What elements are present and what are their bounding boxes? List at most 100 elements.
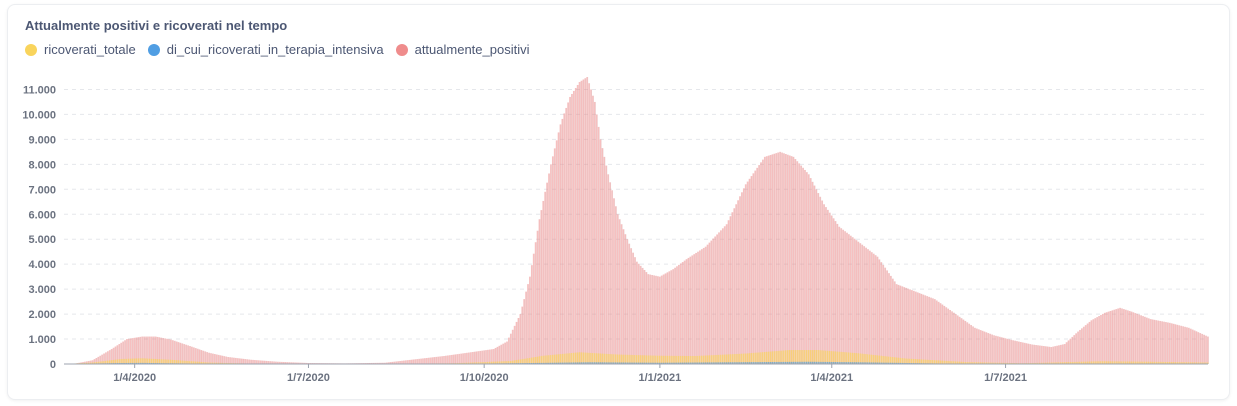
bar-ricoverati-totale xyxy=(962,361,965,364)
bar-ricoverati-totale xyxy=(614,354,617,364)
bar-di-cui-ricoverati-in-terapia-intensiva xyxy=(853,362,856,364)
bar-attualmente-positivi xyxy=(450,354,453,364)
bar-ricoverati-totale xyxy=(1096,361,1098,364)
bar-attualmente-positivi xyxy=(1165,322,1167,364)
legend-label-attualmente-positivi: attualmente_positivi xyxy=(414,42,530,57)
bar-di-cui-ricoverati-in-terapia-intensiva xyxy=(750,362,753,364)
bar-attualmente-positivi xyxy=(418,358,420,364)
bar-attualmente-positivi xyxy=(622,229,625,364)
legend-item-attualmente-positivi[interactable]: attualmente_positivi xyxy=(395,42,530,57)
bar-attualmente-positivi xyxy=(620,224,623,364)
bar-ricoverati-totale xyxy=(968,362,970,364)
bar-attualmente-positivi xyxy=(750,176,753,364)
bar-ricoverati-totale xyxy=(723,354,726,364)
bar-di-cui-ricoverati-in-terapia-intensiva xyxy=(884,362,886,364)
bar-ricoverati-totale xyxy=(1084,361,1087,364)
bar-ricoverati-totale xyxy=(485,361,487,364)
bar-attualmente-positivi xyxy=(112,347,115,364)
legend-item-terapia-intensiva[interactable]: di_cui_ricoverati_in_terapia_intensiva xyxy=(147,42,384,57)
bar-attualmente-positivi xyxy=(454,354,456,364)
bar-attualmente-positivi xyxy=(523,299,525,364)
bar-di-cui-ricoverati-in-terapia-intensiva xyxy=(592,362,594,364)
bar-attualmente-positivi xyxy=(550,164,552,364)
bar-di-cui-ricoverati-in-terapia-intensiva xyxy=(744,362,747,364)
bar-attualmente-positivi xyxy=(954,314,957,364)
bar-di-cui-ricoverati-in-terapia-intensiva xyxy=(147,362,149,364)
bar-di-cui-ricoverati-in-terapia-intensiva xyxy=(135,362,138,364)
bar-ricoverati-totale xyxy=(536,356,539,364)
bar-attualmente-positivi xyxy=(372,362,374,364)
bar-attualmente-positivi xyxy=(943,305,945,364)
bar-ricoverati-totale xyxy=(840,351,842,364)
bar-ricoverati-totale xyxy=(643,355,646,364)
bar-ricoverati-totale xyxy=(183,360,185,364)
bar-attualmente-positivi xyxy=(443,356,445,364)
bar-attualmente-positivi xyxy=(416,359,418,364)
bar-attualmente-positivi xyxy=(282,361,285,364)
bar-ricoverati-totale xyxy=(523,358,525,364)
bar-attualmente-positivi xyxy=(93,359,96,364)
bar-di-cui-ricoverati-in-terapia-intensiva xyxy=(563,362,565,364)
bar-attualmente-positivi xyxy=(1176,324,1178,364)
bar-attualmente-positivi xyxy=(779,151,781,364)
bar-ricoverati-totale xyxy=(796,350,798,364)
bar-attualmente-positivi xyxy=(920,293,922,364)
bar-ricoverati-totale xyxy=(691,355,693,364)
bar-attualmente-positivi xyxy=(561,118,563,364)
x-tick-label: 1/10/2020 xyxy=(460,372,509,384)
bar-ricoverati-totale xyxy=(1042,362,1045,364)
bar-di-cui-ricoverati-in-terapia-intensiva xyxy=(548,362,550,364)
bar-di-cui-ricoverati-in-terapia-intensiva xyxy=(847,362,850,364)
bar-attualmente-positivi xyxy=(1184,326,1186,364)
bar-di-cui-ricoverati-in-terapia-intensiva xyxy=(551,362,554,364)
bar-ricoverati-totale xyxy=(798,350,800,364)
bar-ricoverati-totale xyxy=(941,360,944,364)
bar-attualmente-positivi xyxy=(1102,313,1104,364)
bar-ricoverati-totale xyxy=(1103,361,1106,364)
bar-ricoverati-totale xyxy=(953,361,955,364)
bar-ricoverati-totale xyxy=(926,359,928,364)
bar-attualmente-positivi xyxy=(169,339,172,364)
bar-attualmente-positivi xyxy=(838,226,840,364)
bar-attualmente-positivi xyxy=(632,252,634,364)
bar-ricoverati-totale xyxy=(767,351,770,364)
bar-ricoverati-totale xyxy=(120,359,122,364)
bar-ricoverati-totale xyxy=(1161,361,1163,364)
bar-attualmente-positivi xyxy=(1056,345,1058,364)
bar-attualmente-positivi xyxy=(819,196,821,364)
chart-title: Attualmente positivi e ricoverati nel te… xyxy=(25,18,288,33)
bar-di-cui-ricoverati-in-terapia-intensiva xyxy=(620,362,623,364)
bar-di-cui-ricoverati-in-terapia-intensiva xyxy=(731,362,733,364)
bar-attualmente-positivi xyxy=(697,251,699,364)
bar-attualmente-positivi xyxy=(479,350,481,364)
bar-attualmente-positivi xyxy=(1033,344,1035,364)
bar-ricoverati-totale xyxy=(1165,361,1167,364)
bar-attualmente-positivi xyxy=(227,357,229,364)
bar-ricoverati-totale xyxy=(578,352,581,364)
bar-ricoverati-totale xyxy=(521,359,523,364)
bar-attualmente-positivi xyxy=(271,361,273,364)
bar-attualmente-positivi xyxy=(995,335,997,364)
bar-attualmente-positivi xyxy=(832,218,835,364)
bar-ricoverati-totale xyxy=(618,354,621,364)
bar-attualmente-positivi xyxy=(263,360,266,364)
bar-attualmente-positivi xyxy=(664,273,667,364)
bar-attualmente-positivi xyxy=(399,361,401,364)
bar-ricoverati-totale xyxy=(781,350,783,364)
bar-attualmente-positivi xyxy=(721,228,724,364)
bar-attualmente-positivi xyxy=(131,338,134,364)
bar-ricoverati-totale xyxy=(729,354,732,364)
bar-attualmente-positivi xyxy=(956,315,959,364)
bar-attualmente-positivi xyxy=(259,360,262,364)
bar-attualmente-positivi xyxy=(1191,329,1194,364)
bar-ricoverati-totale xyxy=(872,354,875,364)
bar-di-cui-ricoverati-in-terapia-intensiva xyxy=(143,362,145,364)
bar-attualmente-positivi xyxy=(452,354,455,364)
bar-di-cui-ricoverati-in-terapia-intensiva xyxy=(779,361,781,364)
bar-attualmente-positivi xyxy=(127,338,130,364)
bar-attualmente-positivi xyxy=(391,361,393,364)
legend-item-ricoverati-totale[interactable]: ricoverati_totale xyxy=(25,42,136,57)
bar-di-cui-ricoverati-in-terapia-intensiva xyxy=(632,362,634,364)
bar-ricoverati-totale xyxy=(710,355,712,364)
x-tick-label: 1/7/2020 xyxy=(287,372,330,384)
